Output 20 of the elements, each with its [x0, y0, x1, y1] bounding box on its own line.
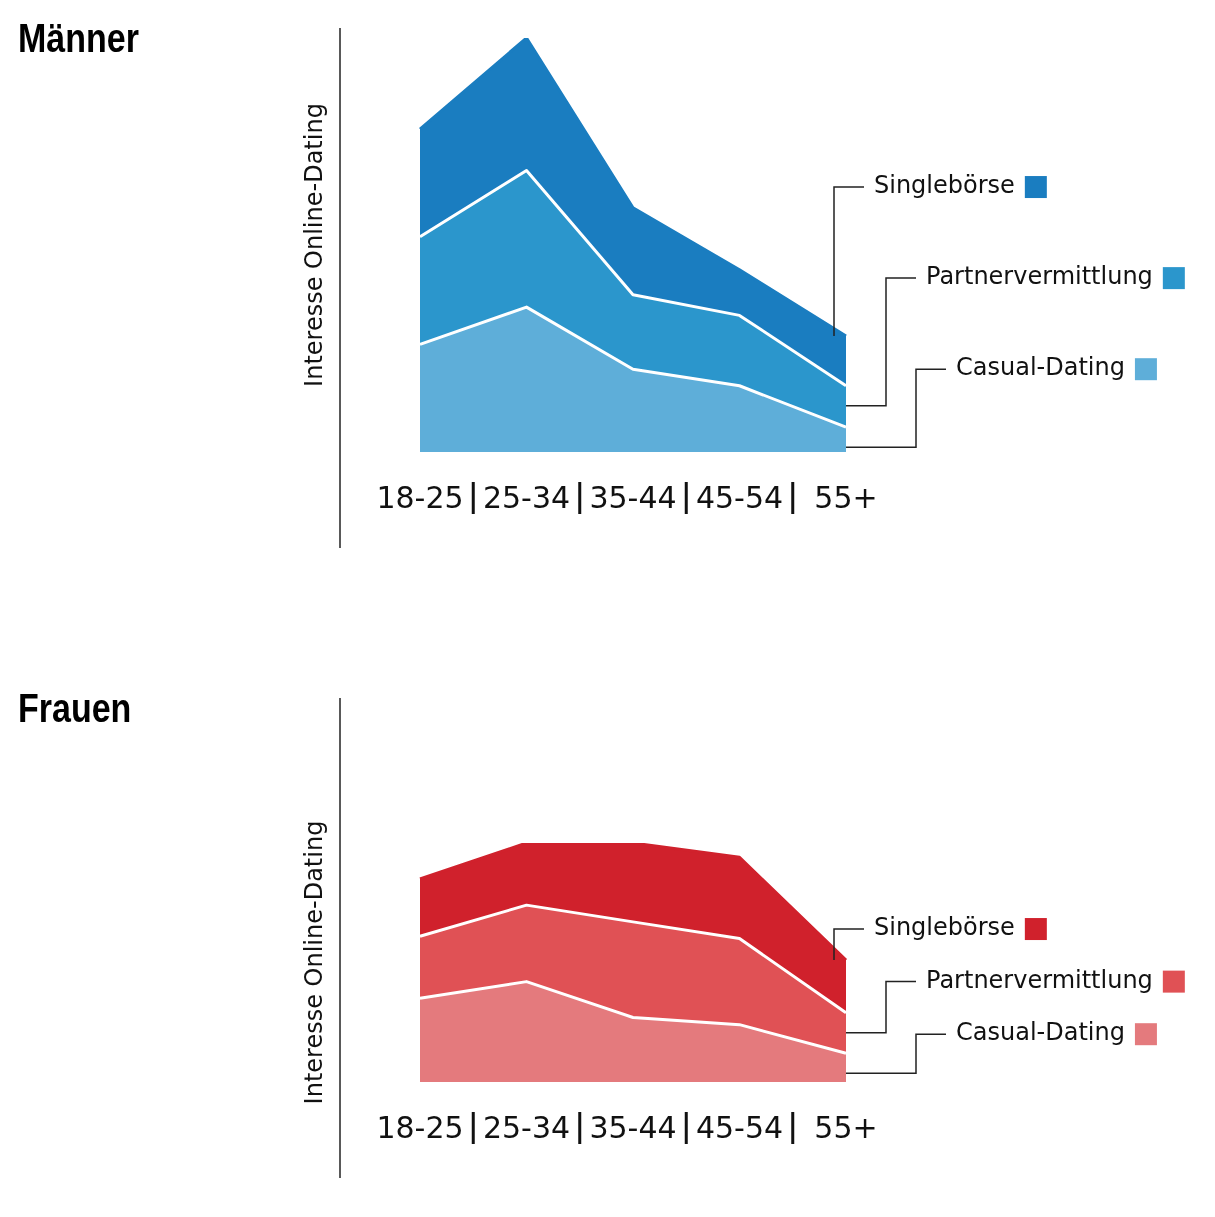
x-tick-label: 18-25 — [376, 479, 464, 515]
legend-label: Singlebörse — [874, 913, 1015, 942]
x-tick-label: 35-44 — [589, 1109, 677, 1145]
legend-label: Partnervermittlung — [926, 965, 1153, 994]
y-axis-title: Interesse Online-Dating — [300, 103, 329, 387]
legend-label: Casual-Dating — [956, 1018, 1125, 1047]
x-tick-label: 35-44 — [589, 479, 677, 515]
chart-title: Männer — [18, 16, 139, 61]
x-tick-label: 25-34 — [482, 1109, 571, 1145]
chart-title: Frauen — [18, 686, 132, 731]
x-tick-label: 45-54 — [695, 1109, 784, 1145]
legend-label: Singlebörse — [874, 171, 1015, 200]
x-tick-label: 45-54 — [695, 479, 784, 515]
x-tick-label: 55+ — [814, 1109, 878, 1145]
legend-label: Casual-Dating — [956, 353, 1125, 382]
y-axis-title: Interesse Online-Dating — [300, 820, 329, 1105]
x-tick-label: 25-34 — [482, 479, 571, 515]
x-tick-label: 18-25 — [376, 1109, 464, 1145]
x-tick-label: 55+ — [814, 479, 878, 515]
legend-label: Partnervermittlung — [926, 262, 1153, 291]
